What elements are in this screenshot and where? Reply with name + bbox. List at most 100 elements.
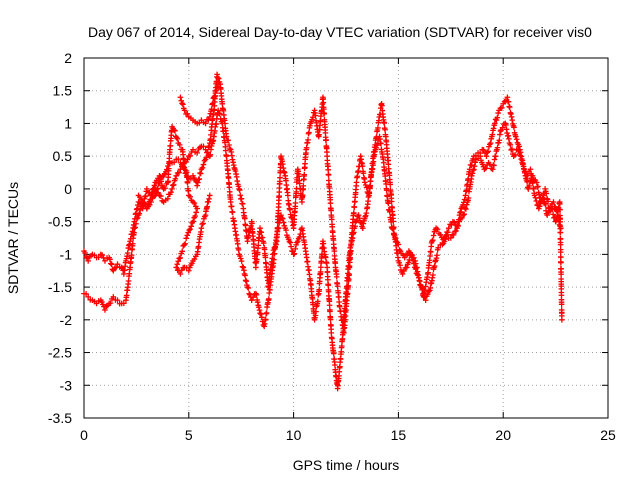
data-point (229, 209, 236, 216)
data-point (511, 124, 517, 131)
data-point (255, 242, 262, 249)
data-point (324, 268, 331, 275)
data-point (409, 254, 415, 261)
data-point (383, 181, 389, 187)
data-point (557, 229, 564, 236)
data-point (257, 310, 263, 317)
data-point (262, 316, 269, 323)
data-point (197, 170, 204, 177)
data-point (370, 158, 377, 165)
data-point (550, 211, 556, 218)
data-point (102, 258, 108, 264)
data-point (401, 254, 408, 261)
data-point (237, 255, 244, 262)
data-point (262, 254, 269, 261)
data-point (287, 206, 293, 213)
data-point (296, 180, 303, 187)
data-point (226, 142, 232, 148)
data-point (342, 305, 348, 312)
data-point (480, 147, 487, 153)
data-point (184, 110, 191, 117)
data-point (121, 300, 127, 307)
data-point (294, 238, 301, 245)
data-point (386, 208, 393, 215)
data-point (536, 203, 543, 210)
data-point (107, 256, 113, 263)
data-point (186, 267, 192, 274)
data-point (405, 259, 412, 266)
data-point (200, 161, 207, 168)
data-point (217, 116, 224, 122)
data-point (425, 288, 432, 295)
data-point (323, 137, 329, 143)
data-point (176, 169, 182, 176)
data-point (181, 166, 188, 173)
data-point (211, 93, 218, 100)
data-point (526, 183, 532, 189)
data-point (552, 204, 558, 210)
data-point (303, 145, 310, 151)
x-axis-label: GPS time / hours (293, 457, 400, 473)
data-point (181, 242, 188, 248)
data-point (253, 292, 260, 298)
data-point (300, 183, 307, 189)
data-point (453, 228, 459, 234)
data-point (285, 192, 291, 199)
data-point (180, 101, 186, 108)
data-point (169, 186, 175, 192)
data-point (477, 153, 483, 159)
data-point (137, 207, 143, 213)
data-point (557, 254, 564, 260)
data-point (174, 261, 181, 268)
data-point (99, 299, 105, 305)
data-point (351, 204, 358, 210)
data-point (429, 238, 435, 245)
data-point (393, 238, 400, 245)
data-point (198, 225, 205, 231)
data-point (163, 166, 170, 173)
data-point (243, 228, 250, 234)
data-point (542, 202, 549, 208)
data-point (352, 223, 359, 230)
data-point (396, 259, 403, 266)
data-point (506, 104, 513, 110)
data-point (246, 290, 252, 297)
data-point (325, 172, 332, 178)
data-point (395, 241, 402, 248)
x-tick-label: 25 (600, 427, 616, 443)
data-point (158, 193, 164, 199)
data-point (357, 219, 364, 225)
data-point (507, 142, 514, 148)
data-point (412, 266, 419, 272)
data-point (496, 137, 503, 144)
data-point (557, 241, 564, 248)
data-point (142, 193, 149, 199)
data-point (167, 142, 174, 149)
data-point (517, 152, 524, 159)
data-point (414, 271, 421, 277)
x-tick-label: 10 (286, 427, 302, 443)
data-point (543, 190, 550, 197)
plot-frame (83, 57, 609, 419)
data-point (443, 231, 450, 238)
data-point (181, 107, 188, 114)
data-point (322, 254, 329, 261)
data-point (263, 310, 270, 316)
data-point (133, 220, 139, 227)
data-point (304, 258, 311, 265)
data-point (383, 187, 390, 194)
data-point (217, 111, 223, 117)
data-point (170, 182, 177, 188)
data-point (499, 124, 506, 131)
data-point (211, 94, 217, 101)
data-point (267, 287, 273, 293)
data-point (508, 147, 514, 153)
data-point (419, 285, 426, 292)
data-point (544, 212, 551, 218)
data-point (549, 206, 556, 213)
data-point (494, 114, 501, 121)
data-point (461, 196, 468, 203)
data-point (558, 301, 565, 308)
data-point (199, 165, 206, 171)
data-point (313, 308, 319, 315)
